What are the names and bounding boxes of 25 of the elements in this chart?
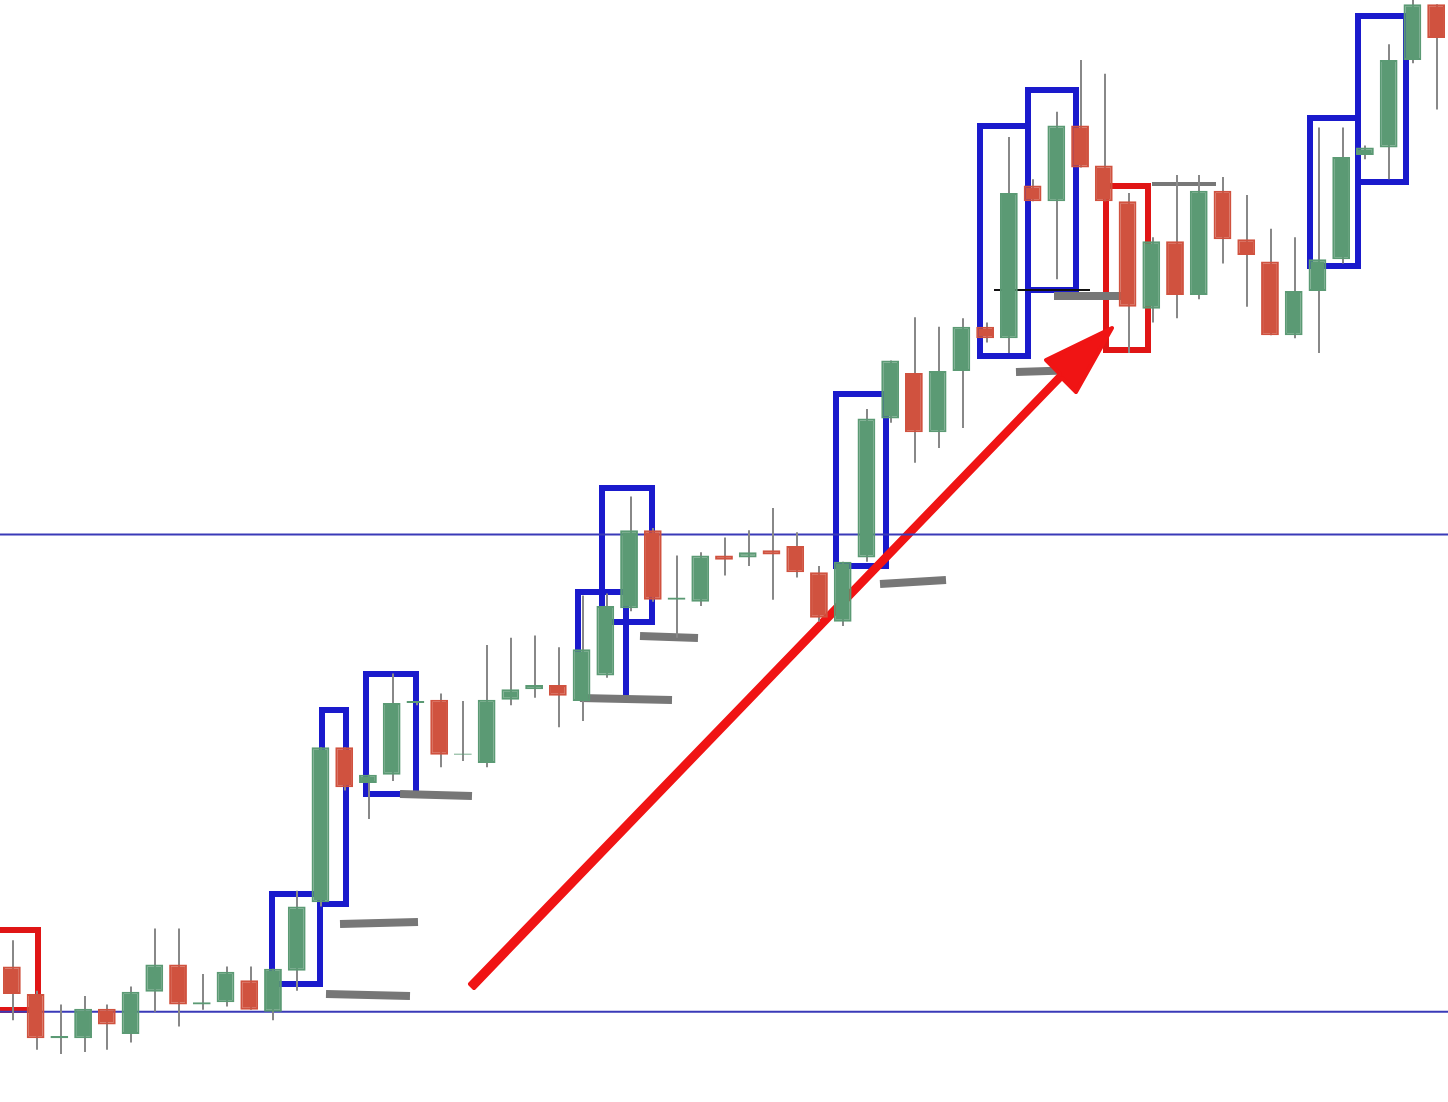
candlestick <box>572 594 591 722</box>
candlestick <box>501 636 520 707</box>
candlestick <box>359 773 377 820</box>
candlestick <box>1071 59 1089 169</box>
candlestick <box>715 536 733 577</box>
candlestick <box>691 551 710 608</box>
candlestick <box>1094 72 1113 203</box>
candlestick <box>145 927 164 1013</box>
candlestick <box>169 927 187 1028</box>
candlestick <box>216 965 235 1008</box>
candlestick <box>976 321 995 344</box>
candlestick <box>264 967 282 1022</box>
candlestick <box>1284 236 1303 340</box>
candlestick <box>1213 176 1232 265</box>
candlestick <box>26 989 45 1051</box>
candlestick <box>1237 193 1256 308</box>
candlestick <box>121 985 140 1044</box>
candlestick <box>548 646 567 729</box>
candlestick <box>810 565 828 623</box>
candlestick <box>1427 3 1446 111</box>
candlestick <box>952 317 971 429</box>
candlestick <box>1308 126 1327 355</box>
candlestick <box>97 1003 116 1051</box>
candlestick <box>335 746 354 792</box>
candlestick <box>738 529 757 567</box>
